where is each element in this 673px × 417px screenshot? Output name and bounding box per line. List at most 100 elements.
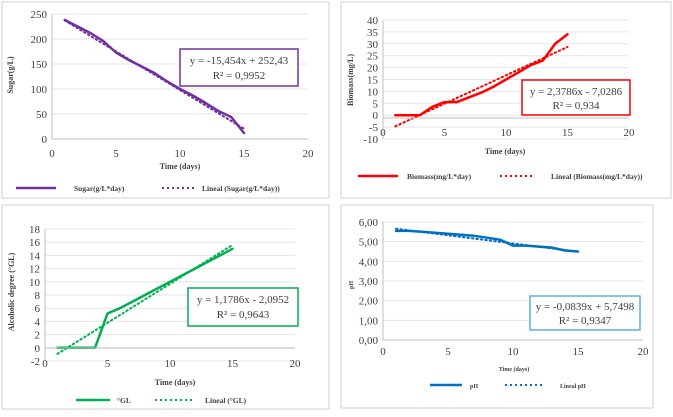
sugar-legend-label-2: Lineal (Sugar(g/L*day)) <box>202 184 280 193</box>
alcohol-y-tick-label: 8 <box>35 290 41 302</box>
biomass-x-tick-label: 5 <box>442 127 448 139</box>
alcohol-y-axis-title: Alcoholic degree (°GL) <box>7 252 16 331</box>
ph-y-tick-label: 1,00 <box>359 315 379 327</box>
biomass-y-tick-label: 15 <box>367 75 379 87</box>
sugar-y-tick-label: 200 <box>31 34 48 46</box>
ph-y-tick-labels: 0,00 1,00 2,00 3,00 4,00 5,00 6,00 <box>359 217 379 347</box>
sugar-trendline <box>63 19 245 130</box>
sugar-x-axis-title: Time (days) <box>160 162 201 171</box>
sugar-y-tick-label: 250 <box>31 9 48 21</box>
sugar-x-tick-label: 20 <box>303 148 315 160</box>
biomass-data-marks <box>394 33 569 128</box>
ph-x-tick-label: 20 <box>638 346 650 358</box>
ph-x-tick-labels: 0 5 10 15 20 <box>380 346 649 358</box>
biomass-y-axis-title: Biomass(mg/L) <box>346 54 355 106</box>
sugar-equation-line: y = -15,454x + 252,43 <box>190 55 289 67</box>
ph-y-tick-label: 0,00 <box>359 335 379 347</box>
alcohol-y-tick-label: 6 <box>35 303 41 315</box>
sugar-x-tick-label: 15 <box>239 148 251 160</box>
sugar-x-tick-label: 0 <box>49 148 55 160</box>
sugar-equation-box <box>179 48 299 87</box>
alcohol-equation-box <box>187 287 299 327</box>
alcohol-y-tick-label: 16 <box>29 237 41 249</box>
biomass-y-tick-label: 35 <box>367 27 379 39</box>
biomass-r2-line: R² = 0,934 <box>552 100 600 112</box>
ph-equation-box <box>529 295 641 331</box>
sugar-series-line <box>63 18 246 135</box>
alcohol-x-axis-title: Time (days) <box>155 378 196 387</box>
ph-y-tick-label: 4,00 <box>359 256 379 268</box>
biomass-equation-line: y = 2,3786x - 7,0286 <box>530 86 623 98</box>
ph-data-marks <box>394 227 580 253</box>
ph-y-tick-label: 2,00 <box>359 296 379 308</box>
biomass-equation-box <box>521 79 631 116</box>
ph-chart: 0 5 10 15 20 0,00 1,00 2,00 3,00 4,00 5,00 6,00 Ti… <box>340 204 654 409</box>
biomass-y-tick-label: -5 <box>369 122 379 134</box>
alcohol-x-tick-label: 10 <box>165 358 177 370</box>
biomass-y-tick-label: 30 <box>367 39 379 51</box>
biomass-y-tick-label: 40 <box>367 15 379 27</box>
alcohol-y-tick-label: 10 <box>29 277 41 289</box>
alcohol-y-tick-label: 14 <box>29 250 41 262</box>
sugar-y-axis-title: Sugar(g/L) <box>6 56 15 94</box>
ph-equation-line: y = -0,0839x + 5,7498 <box>536 301 635 313</box>
sugar-y-tick-labels: 0 50 100 150 200 250 <box>31 9 48 146</box>
alcohol-y-tick-label: 4 <box>35 316 41 328</box>
ph-legend-label-1: pH <box>470 384 478 390</box>
sugar-legend-label-1: Sugar(g/L*day) <box>74 184 125 193</box>
alcohol-y-tick-label: 18 <box>29 224 41 236</box>
biomass-legend-label-2: Lineal (Biomass(mg/L*day)) <box>551 172 643 181</box>
biomass-x-tick-label: 10 <box>501 127 513 139</box>
biomass-y-tick-label: 25 <box>367 51 379 63</box>
biomass-x-tick-label: 20 <box>624 127 636 139</box>
sugar-x-tick-label: 5 <box>113 148 119 160</box>
biomass-y-tick-label: 10 <box>367 86 379 98</box>
alcohol-legend-label-2: Lineal (°GL) <box>205 396 247 405</box>
sugar-y-tick-label: 100 <box>31 84 48 96</box>
alcohol-y-tick-label: 2 <box>35 330 41 342</box>
biomass-trendline <box>394 46 569 128</box>
sugar-data-marks <box>63 18 246 135</box>
sugar-r2-line: R² = 0,9952 <box>213 70 266 82</box>
biomass-x-tick-labels: 0 5 10 15 20 <box>380 127 635 139</box>
alcohol-x-tick-label: 5 <box>105 358 111 370</box>
biomass-x-tick-label: 0 <box>380 127 386 139</box>
biomass-x-tick-label: 15 <box>562 127 574 139</box>
ph-y-tick-label: 3,00 <box>359 276 379 288</box>
ph-legend-label-2: Lineal pH <box>560 384 586 390</box>
ph-y-tick-label: 5,00 <box>359 237 379 249</box>
biomass-y-tick-label: 5 <box>373 98 379 110</box>
ph-r2-line: R² = 0,9347 <box>559 315 612 327</box>
ph-x-tick-label: 10 <box>508 346 520 358</box>
biomass-y-tick-label: 0 <box>373 110 379 122</box>
sugar-chart: 0 5 10 15 20 0 50 100 150 200 250 Time (days) Sug… <box>1 1 330 199</box>
alcohol-y-tick-label: 0 <box>35 343 41 355</box>
ph-x-tick-label: 0 <box>380 346 386 358</box>
alcohol-x-tick-label: 0 <box>42 358 48 370</box>
biomass-legend-label-1: Biomass(mg/L*day) <box>407 172 472 181</box>
ph-x-tick-label: 15 <box>573 346 585 358</box>
alcohol-y-tick-label: -2 <box>31 356 40 368</box>
sugar-y-tick-label: 150 <box>31 59 48 71</box>
biomass-x-axis-title: Time (days) <box>485 147 526 156</box>
alcohol-x-tick-label: 15 <box>227 358 239 370</box>
alcohol-x-tick-labels: 0 5 10 15 20 <box>42 358 301 370</box>
alcohol-x-tick-label: 20 <box>290 358 302 370</box>
alcohol-r2-line: R² = 0,9643 <box>217 309 270 321</box>
alcohol-legend-label-1: °GL <box>117 396 131 405</box>
ph-x-axis-title: Time (days) <box>499 366 529 373</box>
sugar-y-tick-label: 50 <box>36 109 48 121</box>
sugar-chart-frame <box>1 1 330 199</box>
sugar-x-tick-label: 10 <box>175 148 187 160</box>
alcohol-trendline <box>56 243 234 355</box>
biomass-y-tick-label: -10 <box>363 134 378 146</box>
sugar-y-tick-label: 0 <box>42 134 48 146</box>
alcohol-equation-line: y = 1,1786x - 2,0952 <box>197 294 289 306</box>
ph-x-tick-label: 5 <box>445 346 451 358</box>
ph-y-tick-label: 6,00 <box>359 217 379 229</box>
